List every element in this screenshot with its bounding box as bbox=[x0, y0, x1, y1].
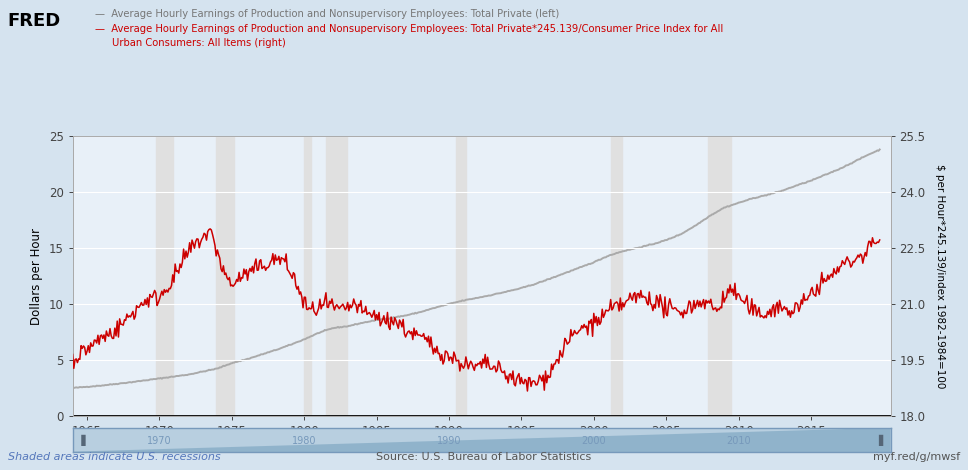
Text: —  Average Hourly Earnings of Production and Nonsupervisory Employees: Total Pri: — Average Hourly Earnings of Production … bbox=[95, 9, 560, 19]
Bar bbox=[304, 136, 312, 416]
Bar bbox=[611, 136, 621, 416]
Bar bbox=[709, 136, 731, 416]
Text: Source: U.S. Bureau of Labor Statistics: Source: U.S. Bureau of Labor Statistics bbox=[377, 453, 591, 462]
Polygon shape bbox=[73, 428, 891, 452]
Text: FRED: FRED bbox=[8, 12, 61, 30]
Text: ▌: ▌ bbox=[878, 434, 887, 446]
Text: 1970: 1970 bbox=[147, 436, 171, 446]
Bar bbox=[156, 136, 172, 416]
Text: ▐: ▐ bbox=[76, 434, 85, 446]
Bar bbox=[456, 136, 466, 416]
Bar bbox=[326, 136, 347, 416]
Text: 2010: 2010 bbox=[726, 436, 751, 446]
Bar bbox=[216, 136, 234, 416]
Text: 2000: 2000 bbox=[582, 436, 606, 446]
Text: Shaded areas indicate U.S. recessions: Shaded areas indicate U.S. recessions bbox=[8, 453, 221, 462]
Text: —  Average Hourly Earnings of Production and Nonsupervisory Employees: Total Pri: — Average Hourly Earnings of Production … bbox=[95, 24, 723, 33]
Text: Urban Consumers: All Items (right): Urban Consumers: All Items (right) bbox=[112, 38, 286, 47]
Text: myf.red/g/mwsf: myf.red/g/mwsf bbox=[873, 453, 960, 462]
Text: 1990: 1990 bbox=[437, 436, 462, 446]
Y-axis label: $ per Hour*245.139/index 1982-1984=100: $ per Hour*245.139/index 1982-1984=100 bbox=[935, 164, 945, 388]
Y-axis label: Dollars per Hour: Dollars per Hour bbox=[30, 227, 44, 325]
Text: 1980: 1980 bbox=[292, 436, 317, 446]
